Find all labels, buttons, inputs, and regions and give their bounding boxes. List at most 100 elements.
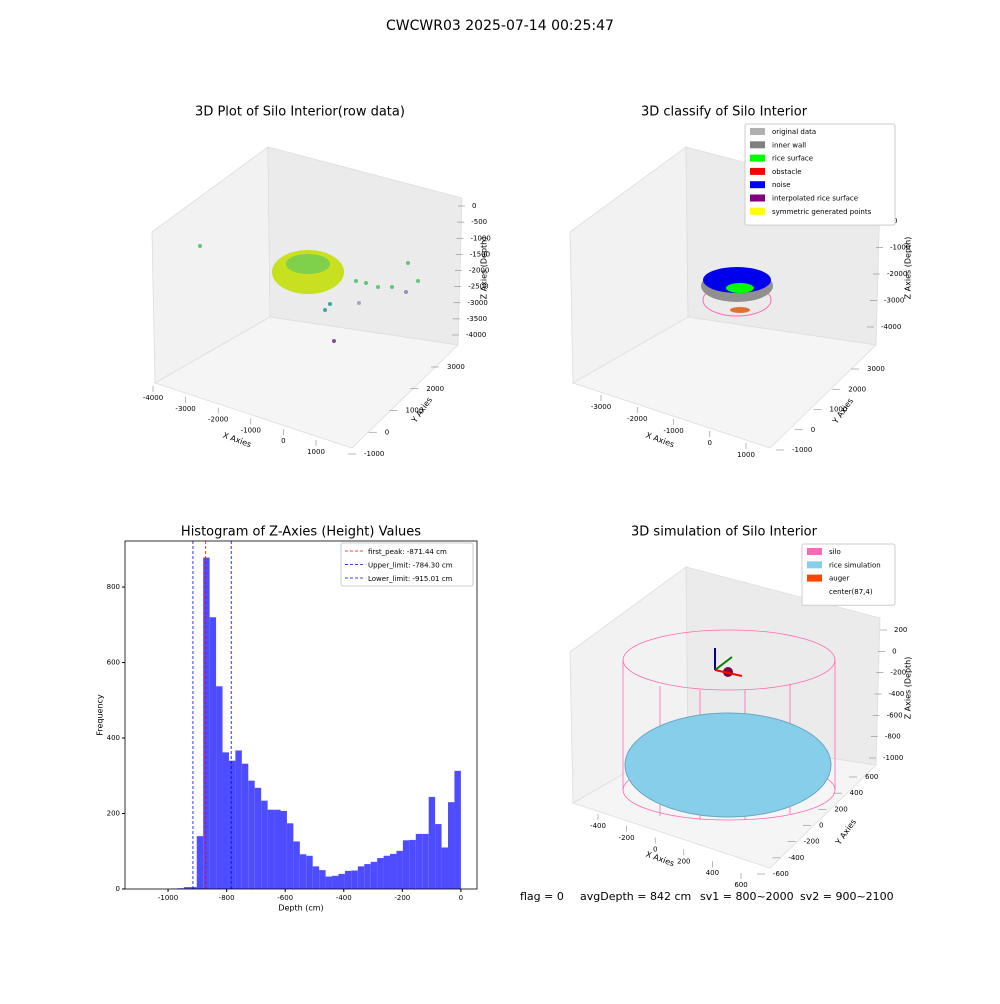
bar (319, 870, 325, 889)
y-tick-label: -1000 (364, 450, 384, 458)
bar (409, 840, 415, 889)
bar (442, 847, 448, 889)
y-tick-label: 3000 (447, 363, 465, 371)
legend-swatch (807, 588, 822, 595)
z-tick-label: -4000 (881, 323, 901, 331)
x-tick-label: -600 (277, 894, 293, 902)
y-tick-label: 600 (865, 773, 878, 781)
legend-label: symmetric generated points (772, 208, 872, 216)
bar (210, 617, 216, 889)
bar (448, 802, 454, 889)
status-text: sv2 = 900~2100 (800, 890, 894, 903)
x-tick-label: 200 (677, 857, 690, 865)
y-tick-label: 0 (385, 428, 389, 436)
bar (416, 834, 422, 889)
y-tick-label: -600 (773, 870, 789, 878)
bar (371, 862, 377, 889)
z-tick-label: 200 (894, 626, 907, 634)
bar (261, 801, 267, 889)
z-tick-label: -3000 (884, 297, 904, 305)
x-tick-label: 1000 (737, 451, 755, 459)
x-tick-label: 0 (708, 439, 712, 447)
legend-label: rice surface (772, 155, 813, 163)
bar (326, 877, 332, 889)
x-tick-label: 400 (706, 869, 719, 877)
chart-title: 3D classify of Silo Interior (641, 105, 808, 120)
y-axis-label: Frequency (96, 694, 105, 736)
z-tick-label: -1000 (883, 754, 903, 762)
z-tick-label: 0 (472, 202, 476, 210)
bar (435, 824, 441, 889)
legend-swatch (807, 575, 822, 582)
legend-label: original data (772, 128, 816, 136)
x-tick-label: -800 (219, 894, 235, 902)
legend-label: auger (829, 575, 849, 583)
chart-title: Histogram of Z-Axies (Height) Values (181, 525, 421, 540)
legend-swatch (807, 561, 822, 568)
bar (255, 788, 261, 889)
obstacle (730, 307, 750, 313)
x-tick-label: -400 (336, 894, 352, 902)
bar (293, 841, 299, 889)
status-text: avgDepth = 842 cm (580, 890, 691, 903)
bar (281, 811, 287, 889)
bar (268, 810, 274, 889)
legend-swatch (750, 128, 765, 135)
y-tick-label: 600 (107, 659, 120, 667)
x-tick-label: -4000 (143, 394, 163, 402)
x-tick-label: -400 (590, 822, 606, 830)
legend-label: obstacle (772, 168, 802, 176)
rice-simulation (625, 713, 831, 817)
bar (242, 764, 248, 889)
bar (454, 771, 460, 889)
status-text: sv1 = 800~2000 (700, 890, 794, 903)
z-tick-label: -500 (471, 218, 487, 226)
x-tick-label: 0 (459, 894, 463, 902)
x-tick-label: -2000 (627, 415, 647, 423)
bar (403, 840, 409, 889)
x-tick-label: 600 (734, 881, 747, 889)
z-tick-label: -4000 (466, 331, 486, 339)
bar (306, 856, 312, 889)
bar (197, 836, 203, 889)
x-tick-label: -1000 (663, 427, 683, 435)
z-axis-label: Z Axies (Depth) (904, 657, 913, 720)
y-tick-label: 0 (819, 822, 823, 830)
legend-label: rice simulation (829, 561, 881, 569)
bar (274, 810, 280, 889)
bar (390, 854, 396, 889)
legend-swatch (750, 208, 765, 215)
z-tick-label: 0 (892, 647, 896, 655)
bar (396, 851, 402, 889)
x-axis-label: Depth (cm) (278, 904, 323, 913)
y-tick-label: 200 (834, 805, 847, 813)
legend-label: silo (829, 548, 841, 556)
legend-swatch (750, 141, 765, 148)
bar (429, 797, 435, 889)
legend-swatch (750, 168, 765, 175)
x-tick-label: -1000 (158, 894, 178, 902)
bar (203, 558, 209, 889)
bar (422, 834, 428, 889)
y-tick-label: -200 (804, 838, 820, 846)
x-tick-label: 0 (281, 437, 285, 445)
legend-swatch (750, 155, 765, 162)
bar (216, 686, 222, 889)
y-tick-label: 2000 (848, 385, 866, 393)
x-tick-label: 1000 (307, 448, 325, 456)
figure-title: CWCWR03 2025-07-14 00:25:47 (386, 18, 614, 34)
y-tick-label: 400 (850, 789, 863, 797)
y-tick-label: 0 (116, 885, 120, 893)
y-tick-label: -400 (788, 854, 804, 862)
y-tick-label: 0 (811, 426, 815, 434)
legend-label: first_peak: -871.44 cm (368, 548, 447, 556)
bar (313, 866, 319, 889)
x-tick-label: -3000 (175, 405, 195, 413)
bar (377, 858, 383, 889)
z-axis-label: Z Axies (Depth) (480, 237, 489, 300)
x-tick-label: -2000 (208, 416, 228, 424)
bar (229, 761, 235, 889)
legend-label: Lower_limit: -915.01 cm (368, 575, 453, 583)
legend-swatch (750, 195, 765, 202)
